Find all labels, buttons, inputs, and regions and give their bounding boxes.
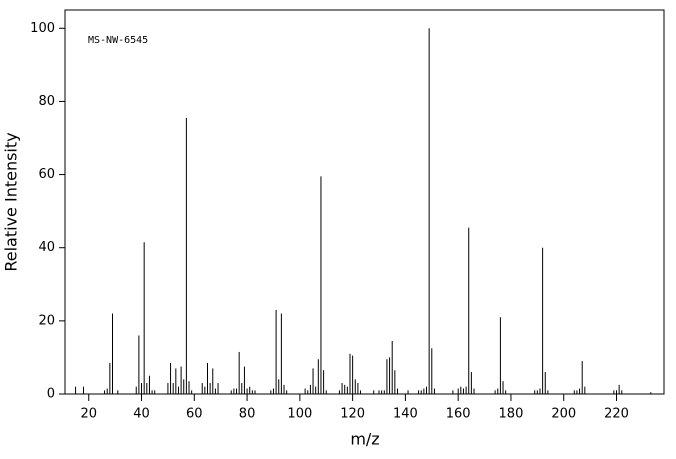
y-tick-label: 40 — [38, 240, 55, 255]
x-tick-label: 20 — [80, 407, 97, 422]
annotation: MS-NW-6545 — [88, 35, 148, 46]
x-tick-label: 100 — [287, 407, 312, 422]
x-tick-label: 220 — [604, 407, 629, 422]
y-tick-label: 20 — [38, 313, 55, 328]
plot-frame — [64, 9, 665, 395]
x-tick-label: 40 — [133, 407, 150, 422]
y-tick-label: 60 — [38, 167, 55, 182]
y-tick-label: 80 — [38, 94, 55, 109]
x-tick-label: 180 — [499, 407, 524, 422]
y-tick-label: 0 — [47, 387, 55, 402]
x-tick-label: 120 — [340, 407, 365, 422]
x-tick-label: 200 — [551, 407, 576, 422]
x-tick-label: 80 — [239, 407, 256, 422]
x-tick-label: 160 — [446, 407, 471, 422]
x-tick-label: 140 — [393, 407, 418, 422]
y-tick-label: 100 — [30, 21, 55, 36]
x-tick-label: 60 — [186, 407, 203, 422]
x-axis-label: m/z — [350, 430, 379, 449]
y-axis-label: Relative Intensity — [2, 132, 21, 271]
